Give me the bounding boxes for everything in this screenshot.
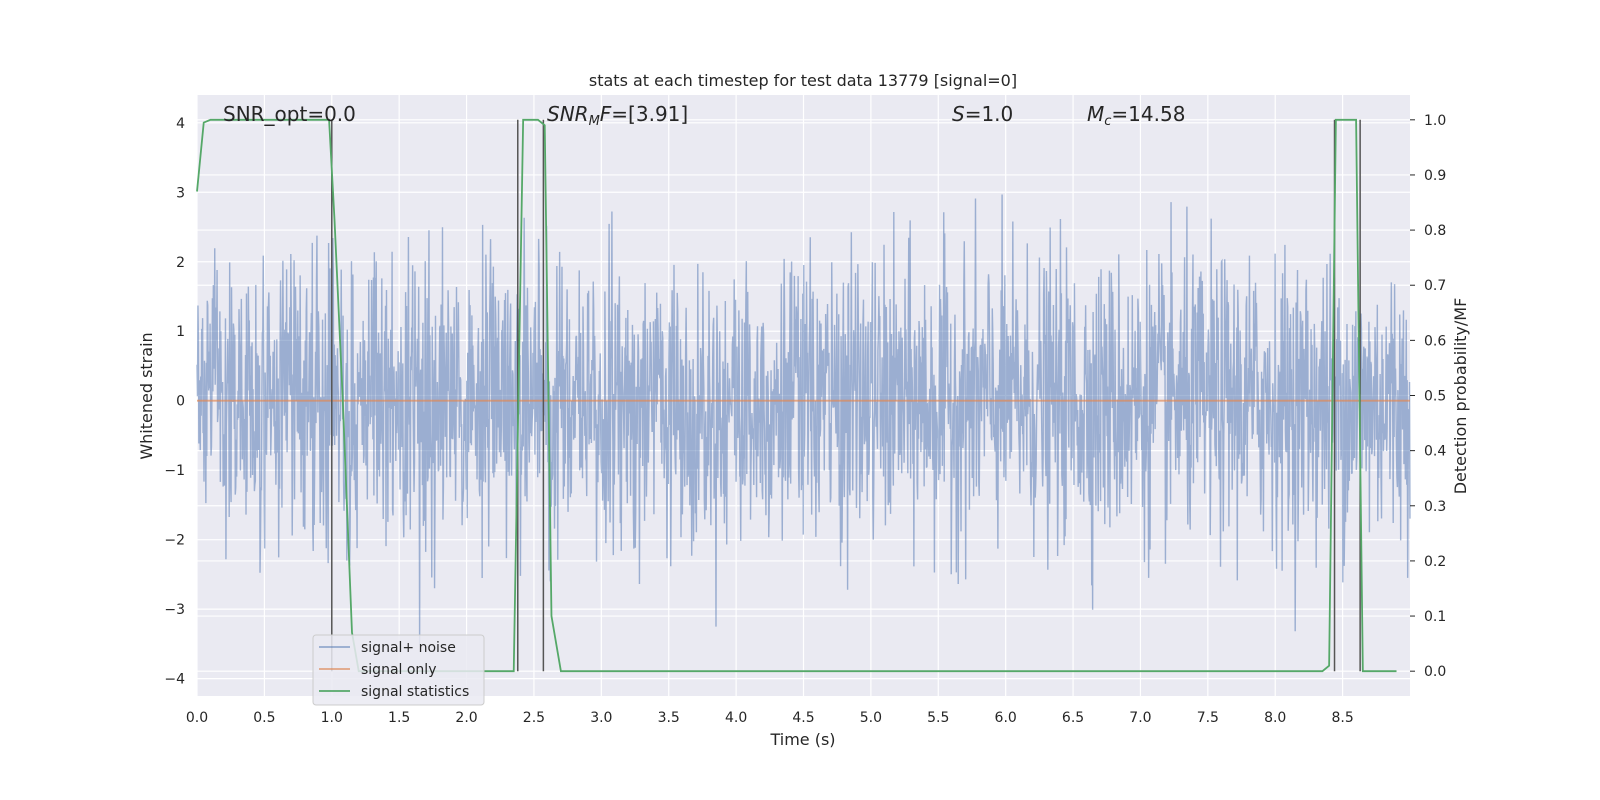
- y-axis-right-label: Detection probability/MF: [1451, 298, 1470, 495]
- x-tick-label: 8.0: [1264, 710, 1286, 726]
- signal-statistics-series: [196, 118, 1397, 673]
- y-tick-label-left: −1: [164, 463, 185, 479]
- y-tick-label-left: −4: [164, 672, 185, 688]
- x-tick-label: 2.0: [455, 710, 477, 726]
- y-tick-label-right: 0.9: [1424, 168, 1446, 184]
- x-tick-label: 5.0: [860, 710, 882, 726]
- annotation-snr-mf: SNRMF=[3.91]: [547, 102, 688, 129]
- x-tick-label: 8.5: [1331, 710, 1353, 726]
- x-tick-label: 2.5: [523, 710, 545, 726]
- signal-statistics-line: [196, 118, 1397, 673]
- legend-label-noise: signal+ noise: [361, 640, 456, 656]
- x-tick-label: 1.0: [321, 710, 343, 726]
- x-tick-label: 6.0: [995, 710, 1017, 726]
- y-tick-label-left: 0: [176, 394, 185, 410]
- x-tick-label: 1.5: [388, 710, 410, 726]
- x-tick-label: 4.5: [792, 710, 814, 726]
- y-tick-label-right: 1.0: [1424, 113, 1446, 129]
- x-tick-label: 3.0: [590, 710, 612, 726]
- annotation-mc: Mc=14.58: [1087, 102, 1185, 129]
- annotation-s: S=1.0: [952, 102, 1013, 126]
- x-tick-label: 5.5: [927, 710, 949, 726]
- y-tick-label-left: −3: [164, 602, 185, 618]
- x-tick-label: 0.5: [253, 710, 275, 726]
- annotation-snr-opt: SNR_opt=0.0: [223, 102, 356, 126]
- y-tick-label-right: 0.3: [1424, 499, 1446, 515]
- legend: signal+ noise signal only signal statist…: [312, 634, 485, 706]
- y-tick-label-left: 2: [176, 255, 185, 271]
- x-tick-label: 6.5: [1062, 710, 1084, 726]
- y-axis-right-ticks: 1.0 0.9 0.8 0.7 0.6 0.5 0.4 0.3 0.2 0.1 0.0: [1410, 113, 1446, 680]
- y-tick-label-left: 3: [176, 185, 185, 201]
- x-tick-label: 0.0: [186, 710, 208, 726]
- x-tick-label: 7.0: [1129, 710, 1151, 726]
- noise-series: [196, 194, 1411, 645]
- x-tick-label: 7.5: [1197, 710, 1219, 726]
- legend-label-signal: signal only: [361, 662, 436, 678]
- y-tick-label-right: 0.0: [1424, 664, 1446, 680]
- x-axis-label: Time (s): [769, 730, 835, 749]
- y-tick-label-right: 0.4: [1424, 444, 1446, 460]
- y-tick-label-right: 0.6: [1424, 333, 1446, 349]
- x-tick-label: 3.5: [658, 710, 680, 726]
- y-tick-label-right: 0.1: [1424, 609, 1446, 625]
- x-axis-ticks: 0.0 0.5 1.0 1.5 2.0 2.5 3.0 3.5 4.0 4.5 5.0 5.5 6.0 6…: [186, 710, 1354, 726]
- legend-box: [312, 634, 485, 706]
- y-tick-label-right: 0.2: [1424, 554, 1446, 570]
- chart-title: stats at each timestep for test data 137…: [589, 71, 1017, 90]
- y-axis-left-label: Whitened strain: [137, 332, 156, 459]
- y-tick-label-left: 1: [176, 324, 185, 340]
- y-tick-label-right: 0.7: [1424, 278, 1446, 294]
- y-tick-label-right: 0.5: [1424, 389, 1446, 405]
- signal-plus-noise-line: [196, 194, 1411, 645]
- y-axis-left-ticks: 4 3 2 1 0 −1 −2 −3 −4: [164, 116, 185, 688]
- legend-label-stats: signal statistics: [361, 684, 469, 700]
- y-tick-label-left: −2: [164, 533, 185, 549]
- y-tick-label-left: 4: [176, 116, 185, 132]
- y-tick-label-right: 0.8: [1424, 223, 1446, 239]
- x-tick-label: 4.0: [725, 710, 747, 726]
